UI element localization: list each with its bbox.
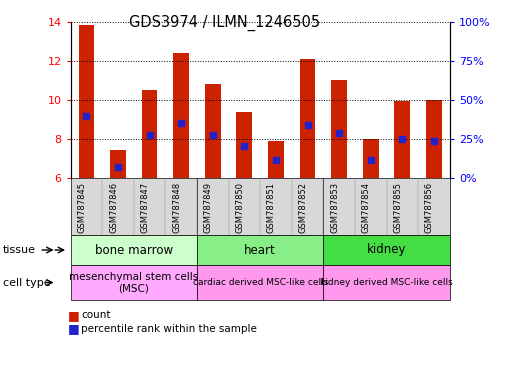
Text: mesenchymal stem cells
(MSC): mesenchymal stem cells (MSC) xyxy=(69,272,198,293)
Bar xyxy=(268,141,284,178)
Text: count: count xyxy=(81,310,110,320)
Bar xyxy=(110,150,126,178)
Text: GSM787846: GSM787846 xyxy=(109,182,118,233)
Bar xyxy=(142,90,157,178)
Text: tissue: tissue xyxy=(3,245,36,255)
Text: GSM787850: GSM787850 xyxy=(235,182,244,233)
Bar xyxy=(426,100,442,178)
Text: kidney derived MSC-like cells: kidney derived MSC-like cells xyxy=(320,278,453,287)
Text: cell type: cell type xyxy=(3,278,50,288)
Text: ■: ■ xyxy=(68,322,79,335)
Bar xyxy=(394,101,410,178)
Bar xyxy=(173,53,189,178)
Text: GSM787853: GSM787853 xyxy=(330,182,339,233)
Bar xyxy=(363,139,379,178)
Text: cardiac derived MSC-like cells: cardiac derived MSC-like cells xyxy=(192,278,328,287)
Bar xyxy=(205,84,221,178)
Text: GSM787845: GSM787845 xyxy=(77,182,86,233)
Text: GSM787854: GSM787854 xyxy=(362,182,371,233)
Text: GSM787855: GSM787855 xyxy=(393,182,402,233)
Text: GSM787847: GSM787847 xyxy=(141,182,150,233)
Bar xyxy=(300,59,315,178)
Text: GSM787848: GSM787848 xyxy=(172,182,181,233)
Text: GSM787856: GSM787856 xyxy=(425,182,434,233)
Text: GSM787849: GSM787849 xyxy=(204,182,213,233)
Bar xyxy=(331,79,347,178)
Bar xyxy=(78,25,94,178)
Text: GSM787851: GSM787851 xyxy=(267,182,276,233)
Text: percentile rank within the sample: percentile rank within the sample xyxy=(81,324,257,334)
Bar xyxy=(236,112,252,178)
Text: kidney: kidney xyxy=(367,243,406,257)
Text: ■: ■ xyxy=(68,309,79,322)
Text: heart: heart xyxy=(244,243,276,257)
Text: GDS3974 / ILMN_1246505: GDS3974 / ILMN_1246505 xyxy=(129,15,321,31)
Text: bone marrow: bone marrow xyxy=(95,243,173,257)
Text: GSM787852: GSM787852 xyxy=(299,182,308,233)
